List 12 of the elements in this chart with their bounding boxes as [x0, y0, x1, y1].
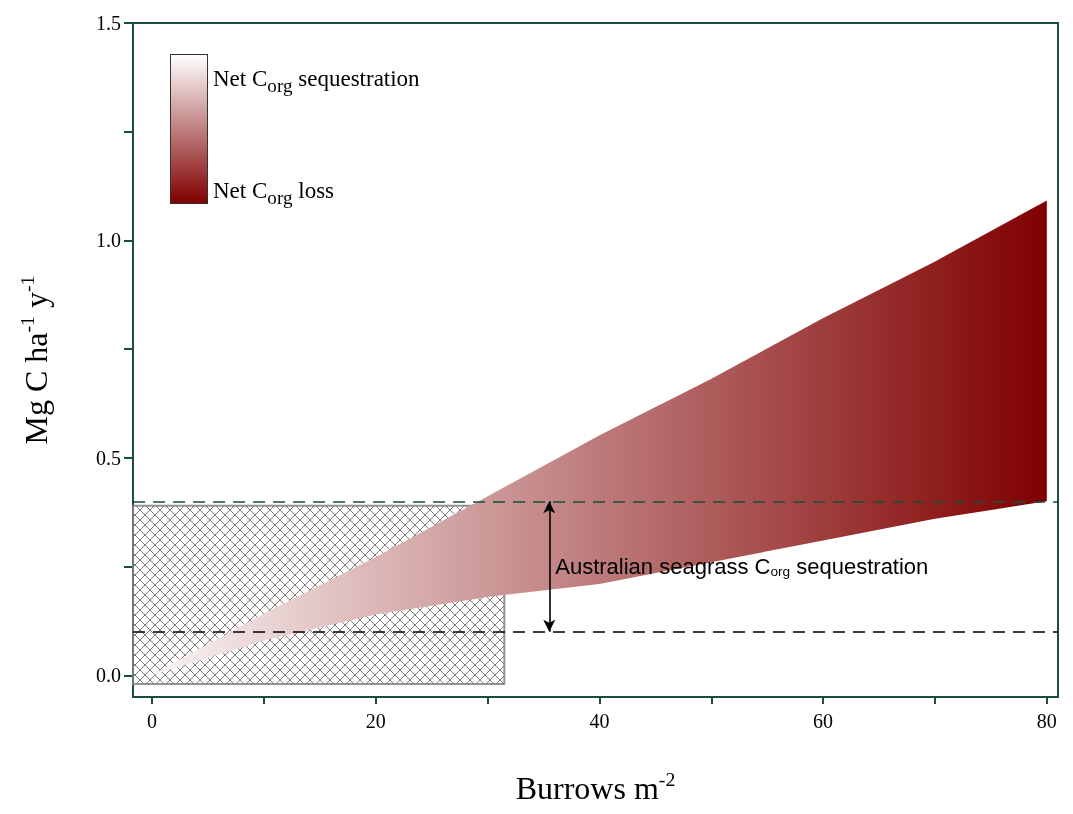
y-tick-label: 0.0 — [96, 664, 121, 687]
y-tick-label: 0.5 — [96, 446, 121, 469]
y-tick-label: 1.0 — [96, 229, 121, 252]
x-tick-label: 20 — [365, 710, 386, 732]
y-tick-label: 1.5 — [96, 12, 121, 34]
y-axis-title: Mg C ha-1 y-1 — [16, 275, 55, 445]
x-tick-label: 80 — [1036, 710, 1057, 732]
x-tick-label: 60 — [813, 710, 834, 732]
annotation: Net C$_{org}$ loss — [213, 178, 335, 209]
annotation: Net C$_{org}$ sequestration — [213, 66, 420, 97]
x-tick-label: 40 — [589, 710, 610, 732]
x-tick-label: 0 — [147, 710, 158, 732]
